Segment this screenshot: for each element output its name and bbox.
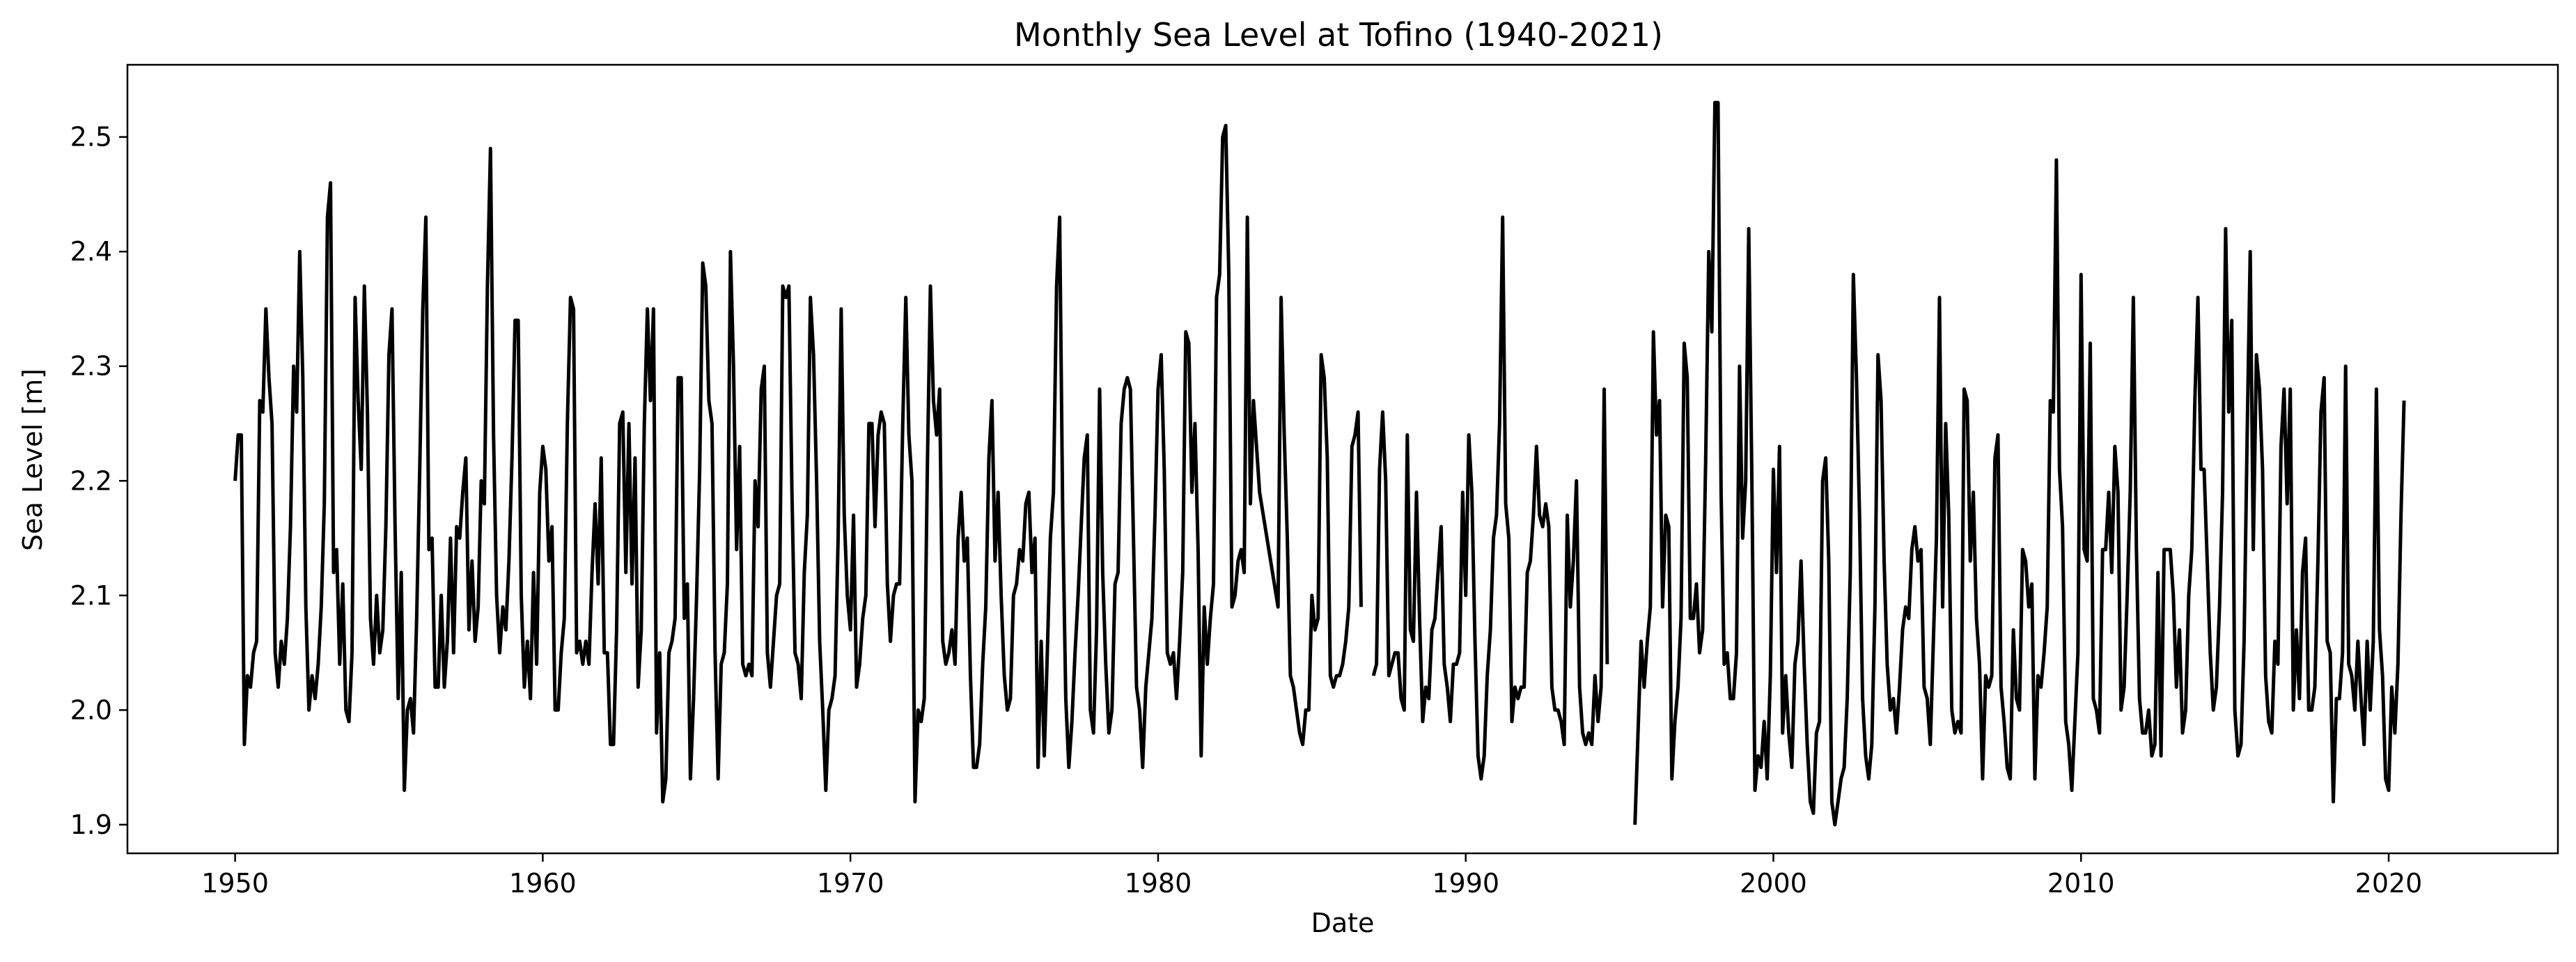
x-axis-label: Date bbox=[1311, 908, 1375, 938]
y-tick-label: 2.5 bbox=[70, 122, 112, 153]
series-line-segment-1 bbox=[233, 123, 1363, 804]
y-tick-label: 1.9 bbox=[70, 809, 112, 840]
series-layer bbox=[233, 100, 2406, 827]
x-tick-label: 1960 bbox=[509, 868, 577, 899]
y-axis: 1.9 2.0 2.1 2.2 2.3 2.4 2.5 bbox=[70, 122, 127, 840]
x-tick-label: 2010 bbox=[2047, 868, 2115, 899]
y-tick-label: 2.0 bbox=[70, 695, 112, 725]
x-tick-label: 1950 bbox=[201, 868, 269, 899]
axes-frame bbox=[126, 63, 2559, 855]
x-tick-label: 2000 bbox=[1740, 868, 1807, 899]
series-line-segment-3 bbox=[1633, 100, 2406, 827]
x-tick-label: 1980 bbox=[1125, 868, 1192, 899]
x-tick-label: 2020 bbox=[2355, 868, 2423, 899]
y-tick-label: 2.3 bbox=[70, 351, 112, 382]
x-tick-label: 1970 bbox=[817, 868, 884, 899]
y-axis-label: Sea Level [m] bbox=[17, 368, 48, 551]
plot-area bbox=[126, 63, 2559, 855]
y-tick-label: 2.4 bbox=[70, 236, 112, 267]
y-tick-label: 2.1 bbox=[70, 580, 112, 611]
x-tick-label: 1990 bbox=[1432, 868, 1499, 899]
chart-title: Monthly Sea Level at Tofino (1940-2021) bbox=[1014, 16, 1663, 54]
y-tick-label: 2.2 bbox=[70, 465, 112, 496]
series-line-segment-2 bbox=[1371, 215, 1609, 781]
x-axis: 1950 1960 1970 1980 1990 2000 2010 2020 bbox=[201, 853, 2422, 899]
